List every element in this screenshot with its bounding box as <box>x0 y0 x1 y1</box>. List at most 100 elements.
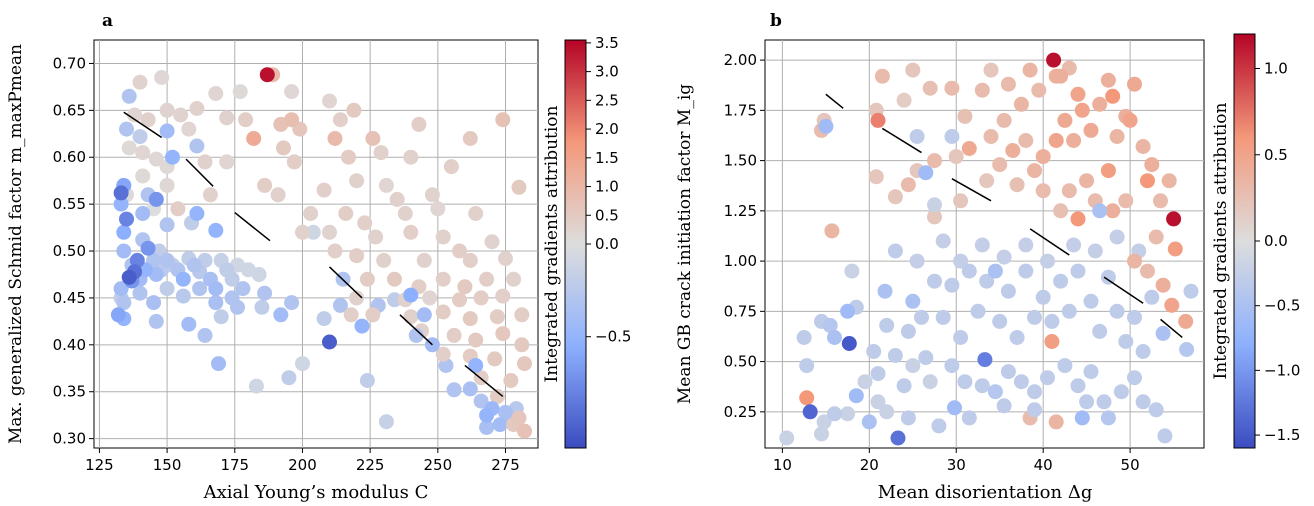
data-point <box>354 318 370 334</box>
data-point <box>1027 384 1042 400</box>
data-point <box>1127 370 1142 386</box>
data-point <box>403 287 419 303</box>
y-tick-label: 1.50 <box>724 152 757 170</box>
data-point <box>957 374 973 390</box>
data-point <box>438 358 454 373</box>
y-axis-label-b: Mean GB crack initiation factor M_ig <box>675 84 695 404</box>
data-point <box>378 414 394 430</box>
data-point <box>281 370 297 386</box>
data-point <box>468 332 484 348</box>
y-tick-label: 0.35 <box>53 383 86 401</box>
data-point <box>1092 203 1108 219</box>
data-point <box>211 356 226 372</box>
data-point <box>992 313 1008 329</box>
data-point <box>208 281 224 297</box>
data-point <box>996 249 1012 265</box>
data-point <box>987 263 1003 279</box>
data-point <box>276 140 291 156</box>
data-point <box>284 84 300 100</box>
colorbar-tick-label: 2.5 <box>595 91 619 109</box>
data-point <box>890 430 906 446</box>
data-point <box>159 177 175 193</box>
data-point <box>1127 309 1142 325</box>
data-point <box>1100 410 1116 426</box>
panel-b: b 10 20 30 40 50 0.25 0.50 0.75 1.00 1.25 1.50 1.7… <box>675 11 1300 503</box>
data-point <box>1144 157 1160 173</box>
data-point <box>316 182 332 198</box>
data-point <box>840 406 856 422</box>
data-point <box>1083 122 1099 138</box>
x-tick-label: 175 <box>220 456 249 474</box>
data-point <box>116 243 132 259</box>
boundary-segment <box>1160 318 1183 339</box>
data-point <box>996 112 1012 128</box>
data-point <box>435 229 451 245</box>
y-tick-label: 1.00 <box>724 252 757 270</box>
data-point <box>1105 203 1121 219</box>
data-point <box>905 293 921 309</box>
data-point <box>1053 68 1069 84</box>
data-point <box>1009 330 1025 345</box>
boundary-segment <box>329 266 363 299</box>
colorbar-label-b: Integrated gradients attribution <box>1211 102 1231 379</box>
data-point <box>909 253 925 269</box>
data-point <box>927 273 942 289</box>
data-point <box>135 145 151 161</box>
data-point <box>987 384 1003 400</box>
data-point <box>909 129 925 144</box>
data-point <box>957 108 973 124</box>
data-point <box>1009 177 1025 193</box>
data-point <box>896 378 912 394</box>
data-point <box>511 179 527 195</box>
boundary-segment <box>234 211 271 242</box>
data-point <box>189 138 205 154</box>
data-point <box>1140 263 1155 279</box>
data-point <box>416 307 432 323</box>
data-point <box>408 327 424 343</box>
data-point <box>257 285 273 301</box>
data-point <box>332 112 348 128</box>
data-point <box>341 149 356 165</box>
data-point <box>357 215 373 231</box>
data-point <box>1035 183 1051 199</box>
boundary-segment <box>1029 228 1070 256</box>
data-point <box>295 224 310 240</box>
data-point <box>1061 183 1077 199</box>
data-point <box>186 257 202 273</box>
data-point <box>970 303 986 319</box>
colorbar-ticks-a: 3.5 3.0 2.5 2.0 1.5 1.0 0.5 0.0 −0.5 <box>586 34 631 346</box>
data-point <box>113 196 129 212</box>
data-point <box>349 290 365 306</box>
colorbar-b <box>1233 33 1256 449</box>
y-ticks-b: 0.25 0.50 0.75 1.00 1.25 1.50 1.75 2.00 <box>724 51 765 421</box>
data-point <box>208 222 224 238</box>
data-point <box>119 211 134 227</box>
data-point <box>514 307 530 323</box>
data-point <box>270 187 286 203</box>
data-point <box>848 388 864 404</box>
data-point <box>387 271 402 287</box>
data-point <box>495 112 511 128</box>
data-point <box>1040 253 1055 269</box>
data-point <box>1035 149 1051 165</box>
data-point <box>110 307 126 323</box>
data-point <box>1083 293 1099 309</box>
data-point <box>818 118 834 134</box>
x-tick-label: 50 <box>1121 456 1140 474</box>
data-point <box>961 263 977 279</box>
data-point <box>1027 402 1042 418</box>
y-tick-label: 0.70 <box>53 54 86 72</box>
data-point <box>1031 82 1047 98</box>
x-tick-label: 200 <box>288 456 317 474</box>
data-point <box>1027 163 1042 179</box>
data-point <box>1092 96 1108 112</box>
data-point <box>403 224 419 240</box>
data-point <box>116 295 132 311</box>
x-tick-label: 30 <box>947 456 966 474</box>
data-point <box>1164 297 1180 313</box>
data-point <box>961 141 977 156</box>
data-point <box>1079 394 1095 410</box>
data-point <box>235 281 251 297</box>
data-point <box>1013 96 1029 112</box>
data-point <box>170 201 186 217</box>
